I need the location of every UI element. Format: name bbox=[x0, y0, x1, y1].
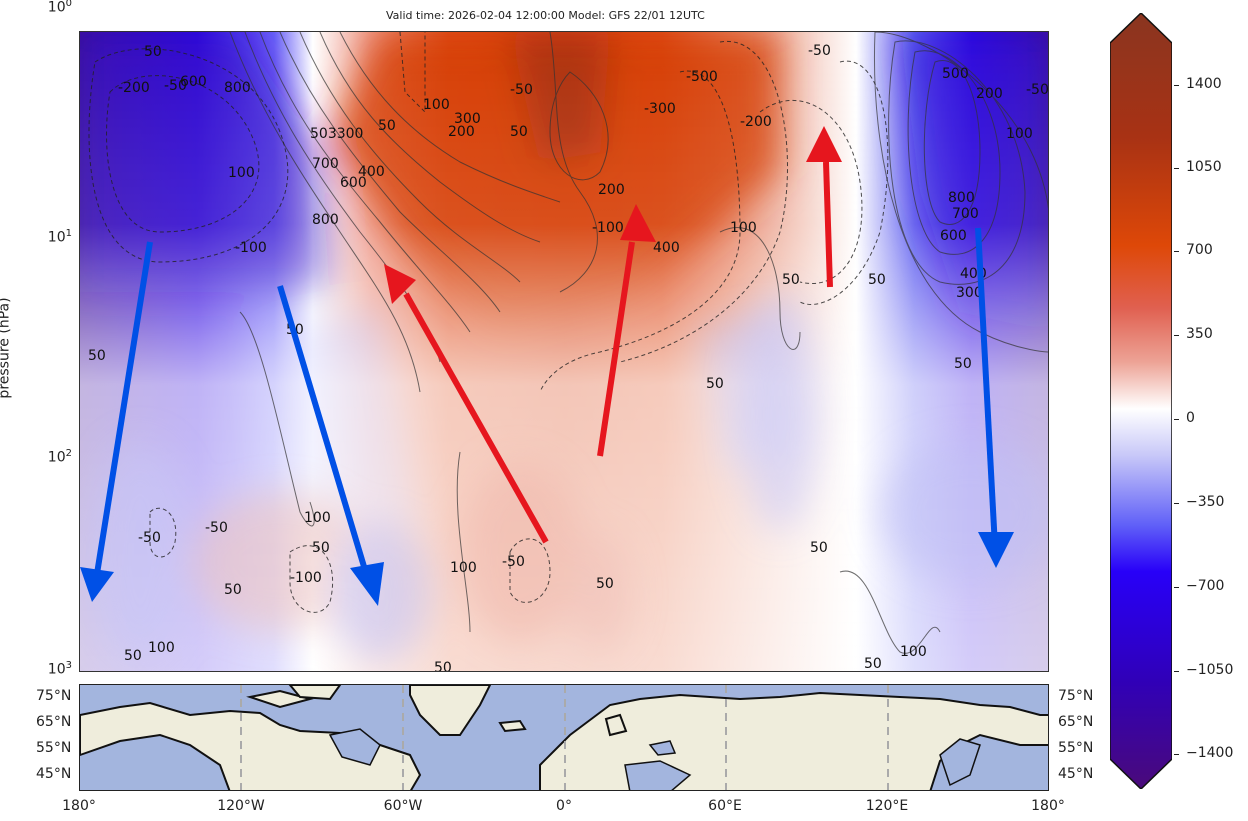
arrow-down-2 bbox=[277, 285, 371, 581]
svg-text:100: 100 bbox=[304, 510, 331, 526]
svg-text:503300: 503300 bbox=[310, 126, 363, 142]
cbar-tick-350: 350 bbox=[1174, 326, 1213, 342]
svg-text:-50: -50 bbox=[205, 520, 228, 536]
lon-tick-60e: 60°E bbox=[708, 798, 742, 814]
arrow-up-1 bbox=[403, 292, 549, 544]
svg-text:50: 50 bbox=[144, 44, 162, 60]
svg-text:-200: -200 bbox=[740, 114, 772, 130]
svg-text:100: 100 bbox=[148, 640, 175, 656]
svg-text:50: 50 bbox=[810, 540, 828, 556]
title-text: Valid time: 2026-02-04 12:00:00 Model: G… bbox=[386, 9, 705, 22]
cbar-tick-neg1050: −1050 bbox=[1173, 662, 1234, 678]
svg-text:-50: -50 bbox=[138, 530, 161, 546]
svg-text:50: 50 bbox=[378, 118, 396, 134]
colorbar bbox=[1109, 11, 1173, 791]
svg-text:50: 50 bbox=[88, 348, 106, 364]
svg-text:50: 50 bbox=[868, 272, 886, 288]
svg-text:-50: -50 bbox=[164, 78, 187, 94]
svg-text:800: 800 bbox=[312, 212, 339, 228]
svg-text:100: 100 bbox=[450, 560, 477, 576]
svg-text:-100: -100 bbox=[290, 570, 322, 586]
lon-tick-0: 0° bbox=[556, 798, 572, 814]
lat-tick-55-left: 55°N bbox=[36, 740, 72, 756]
map-canvas bbox=[80, 685, 1048, 790]
svg-text:100: 100 bbox=[900, 644, 927, 660]
y-tick-1: 100 bbox=[47, 0, 72, 16]
heatmap-canvas: 50 -200 -50 600 800 503300 700 600 400 1… bbox=[80, 32, 1049, 672]
lat-tick-55-right: 55°N bbox=[1058, 740, 1094, 756]
lon-tick-60w: 60°W bbox=[383, 798, 423, 814]
svg-text:200: 200 bbox=[448, 124, 475, 140]
svg-text:50: 50 bbox=[124, 648, 142, 664]
svg-text:400: 400 bbox=[358, 164, 385, 180]
lon-tick-120e: 120°E bbox=[865, 798, 909, 814]
svg-text:700: 700 bbox=[952, 206, 979, 222]
annotation-arrows bbox=[80, 126, 1014, 606]
svg-text:-50: -50 bbox=[1026, 82, 1049, 98]
svg-text:50: 50 bbox=[954, 356, 972, 372]
svg-text:-50: -50 bbox=[808, 43, 831, 59]
svg-text:50: 50 bbox=[312, 540, 330, 556]
y-tick-100: 102 bbox=[47, 448, 72, 466]
svg-text:600: 600 bbox=[340, 175, 367, 191]
cbar-tick-0: 0 bbox=[1174, 410, 1195, 426]
svg-text:50: 50 bbox=[510, 124, 528, 140]
contour-labels: 50 -200 -50 600 800 503300 700 600 400 1… bbox=[88, 43, 1049, 672]
svg-text:-100: -100 bbox=[235, 240, 267, 256]
svg-text:-200: -200 bbox=[118, 80, 150, 96]
arrow-down-1 bbox=[93, 241, 153, 581]
lon-tick-180e: 180° bbox=[1031, 798, 1065, 814]
svg-text:50: 50 bbox=[434, 660, 452, 672]
arrow-up-3 bbox=[823, 161, 833, 288]
svg-text:-300: -300 bbox=[644, 101, 676, 117]
svg-text:-100: -100 bbox=[592, 220, 624, 236]
y-tick-1000: 103 bbox=[47, 660, 72, 678]
svg-text:600: 600 bbox=[940, 228, 967, 244]
lon-tick-120w: 120°W bbox=[217, 798, 265, 814]
svg-text:800: 800 bbox=[224, 80, 251, 96]
svg-text:700: 700 bbox=[312, 156, 339, 172]
cbar-tick-700: 700 bbox=[1174, 242, 1213, 258]
lat-tick-75-left: 75°N bbox=[36, 688, 72, 704]
svg-text:-500: -500 bbox=[686, 69, 718, 85]
lat-tick-65-right: 65°N bbox=[1058, 714, 1094, 730]
cbar-tick-neg700: −700 bbox=[1173, 578, 1225, 594]
svg-text:100: 100 bbox=[730, 220, 757, 236]
svg-text:200: 200 bbox=[598, 182, 625, 198]
svg-text:300: 300 bbox=[956, 285, 983, 301]
arrow-down-3 bbox=[975, 227, 998, 548]
svg-text:50: 50 bbox=[864, 656, 882, 672]
svg-text:-50: -50 bbox=[510, 82, 533, 98]
svg-text:50: 50 bbox=[596, 576, 614, 592]
lon-tick-180w: 180° bbox=[62, 798, 96, 814]
svg-text:100: 100 bbox=[1006, 126, 1033, 142]
svg-text:50: 50 bbox=[224, 582, 242, 598]
svg-text:-50: -50 bbox=[502, 554, 525, 570]
svg-text:600: 600 bbox=[180, 74, 207, 90]
lat-tick-45-left: 45°N bbox=[36, 766, 72, 782]
svg-text:800: 800 bbox=[948, 190, 975, 206]
svg-text:100: 100 bbox=[228, 165, 255, 181]
y-axis-label: pressure (hPa) bbox=[0, 297, 13, 399]
y-tick-10: 101 bbox=[47, 228, 72, 246]
cbar-tick-neg350: −350 bbox=[1173, 494, 1225, 510]
svg-text:200: 200 bbox=[976, 86, 1003, 102]
svg-text:300: 300 bbox=[454, 111, 481, 127]
svg-text:50: 50 bbox=[706, 376, 724, 392]
cbar-tick-neg1400: −1400 bbox=[1173, 745, 1234, 761]
arrow-up-2 bbox=[597, 241, 635, 457]
lat-tick-45-right: 45°N bbox=[1058, 766, 1094, 782]
inset-map bbox=[79, 684, 1049, 791]
lat-tick-75-right: 75°N bbox=[1058, 688, 1094, 704]
cross-section-plot: 50 -200 -50 600 800 503300 700 600 400 1… bbox=[79, 31, 1049, 672]
cbar-tick-1050: 1050 bbox=[1174, 159, 1222, 175]
map-gridlines bbox=[240, 685, 889, 790]
svg-text:500: 500 bbox=[942, 66, 969, 82]
svg-text:400: 400 bbox=[653, 240, 680, 256]
svg-text:100: 100 bbox=[423, 97, 450, 113]
cbar-tick-1400: 1400 bbox=[1174, 76, 1222, 92]
svg-text:50: 50 bbox=[782, 272, 800, 288]
lat-tick-65-left: 65°N bbox=[36, 714, 72, 730]
